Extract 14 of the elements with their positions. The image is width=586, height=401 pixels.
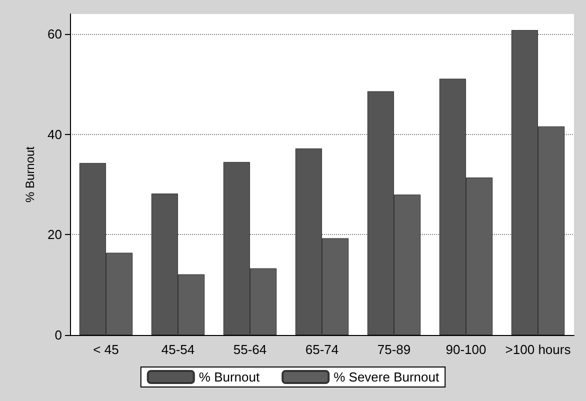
x-tick-label: >100 hours bbox=[505, 342, 572, 357]
y-tick-label: 60 bbox=[48, 26, 62, 42]
y-tick-label: 0 bbox=[54, 328, 62, 342]
x-tick-label: 45-54 bbox=[161, 342, 195, 357]
y-tick-label: 40 bbox=[48, 126, 62, 142]
x-tick-label: 65-74 bbox=[305, 342, 339, 357]
x-tick-label: 55-64 bbox=[233, 342, 267, 357]
y-axis-title: % Burnout bbox=[23, 146, 37, 203]
x-tick-label: 90-100 bbox=[446, 342, 486, 357]
x-tick-label: < 45 bbox=[93, 342, 119, 357]
legend-label: % Severe Burnout bbox=[334, 370, 440, 384]
x-tick-label: 75-89 bbox=[377, 342, 411, 357]
legend-label: % Burnout bbox=[198, 370, 260, 384]
y-tick-label: 20 bbox=[48, 227, 62, 242]
